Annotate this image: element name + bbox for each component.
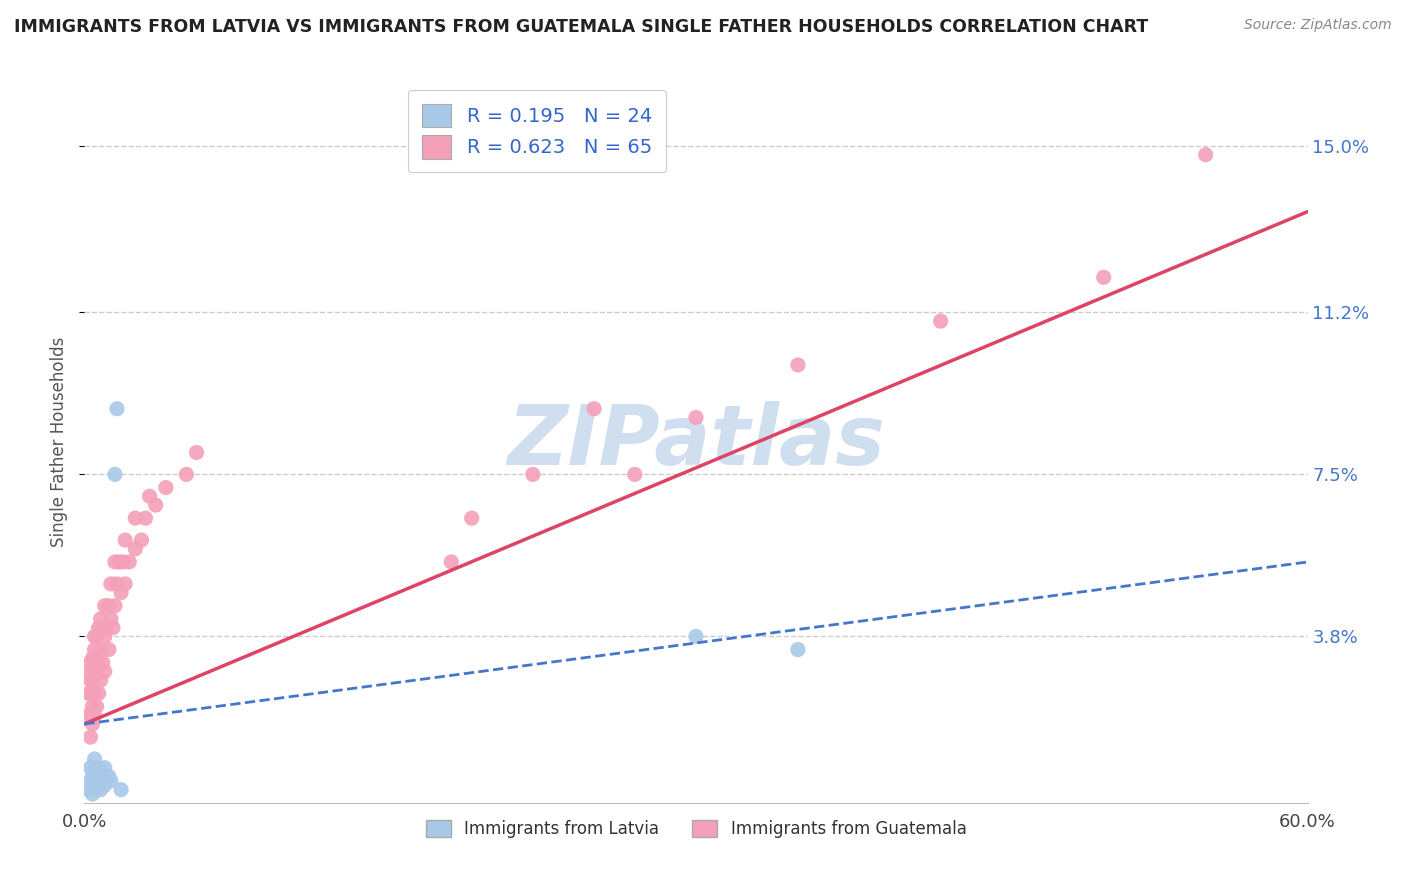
Point: [77, 782, 100, 797]
Point: [685, 629, 707, 643]
Point: [79, 673, 101, 688]
Point: [112, 555, 135, 569]
Point: [82, 770, 104, 784]
Point: [97, 770, 120, 784]
Point: [1092, 270, 1115, 285]
Point: [83, 686, 105, 700]
Point: [86, 699, 108, 714]
Point: [87, 773, 110, 788]
Point: [91, 621, 114, 635]
Point: [97, 642, 120, 657]
Point: [101, 621, 124, 635]
Text: IMMIGRANTS FROM LATVIA VS IMMIGRANTS FROM GUATEMALA SINGLE FATHER HOUSEHOLDS COR: IMMIGRANTS FROM LATVIA VS IMMIGRANTS FRO…: [14, 18, 1149, 36]
Point: [87, 656, 110, 670]
Point: [93, 629, 115, 643]
Point: [105, 401, 128, 416]
Legend: Immigrants from Latvia, Immigrants from Guatemala: Immigrants from Latvia, Immigrants from …: [419, 814, 973, 845]
Point: [461, 511, 484, 525]
Point: [583, 401, 606, 416]
Point: [90, 782, 112, 797]
Point: [87, 686, 110, 700]
Point: [82, 673, 104, 688]
Point: [104, 555, 127, 569]
Point: [79, 708, 101, 723]
Point: [86, 665, 108, 679]
Point: [174, 467, 197, 482]
Point: [929, 314, 952, 328]
Point: [77, 708, 100, 723]
Point: [83, 765, 105, 780]
Point: [100, 612, 122, 626]
Point: [440, 555, 463, 569]
Point: [522, 467, 544, 482]
Point: [685, 410, 707, 425]
Point: [86, 629, 108, 643]
Point: [79, 730, 101, 744]
Point: [83, 708, 105, 723]
Point: [124, 511, 146, 525]
Point: [110, 782, 132, 797]
Point: [77, 686, 100, 700]
Point: [77, 665, 100, 679]
Point: [86, 770, 108, 784]
Text: Source: ZipAtlas.com: Source: ZipAtlas.com: [1244, 18, 1392, 32]
Point: [79, 686, 101, 700]
Point: [90, 642, 112, 657]
Point: [79, 773, 101, 788]
Point: [79, 761, 101, 775]
Point: [138, 489, 160, 503]
Point: [1195, 147, 1218, 161]
Point: [131, 533, 153, 547]
Point: [118, 555, 141, 569]
Text: ZIPatlas: ZIPatlas: [508, 401, 884, 482]
Point: [100, 577, 122, 591]
Point: [114, 533, 136, 547]
Y-axis label: Single Father Households: Single Father Households: [51, 336, 69, 547]
Point: [83, 782, 105, 797]
Point: [104, 467, 127, 482]
Point: [97, 599, 120, 613]
Point: [186, 445, 208, 459]
Point: [124, 541, 146, 556]
Point: [86, 778, 108, 792]
Point: [90, 612, 112, 626]
Point: [91, 656, 114, 670]
Point: [787, 642, 810, 657]
Point: [91, 773, 114, 788]
Point: [82, 717, 104, 731]
Point: [93, 778, 115, 792]
Point: [87, 761, 110, 775]
Point: [108, 555, 131, 569]
Point: [104, 599, 127, 613]
Point: [87, 621, 110, 635]
Point: [100, 773, 122, 788]
Point: [90, 673, 112, 688]
Point: [83, 629, 105, 643]
Point: [114, 577, 136, 591]
Point: [82, 787, 104, 801]
Point: [83, 665, 105, 679]
Point: [110, 585, 132, 599]
Point: [82, 699, 104, 714]
Point: [83, 642, 105, 657]
Point: [624, 467, 647, 482]
Point: [93, 665, 115, 679]
Point: [83, 752, 105, 766]
Point: [82, 651, 104, 665]
Point: [96, 621, 118, 635]
Point: [145, 498, 167, 512]
Point: [79, 656, 101, 670]
Point: [93, 599, 115, 613]
Point: [787, 358, 810, 372]
Point: [135, 511, 157, 525]
Point: [155, 481, 177, 495]
Point: [105, 577, 128, 591]
Point: [93, 761, 115, 775]
Point: [90, 765, 112, 780]
